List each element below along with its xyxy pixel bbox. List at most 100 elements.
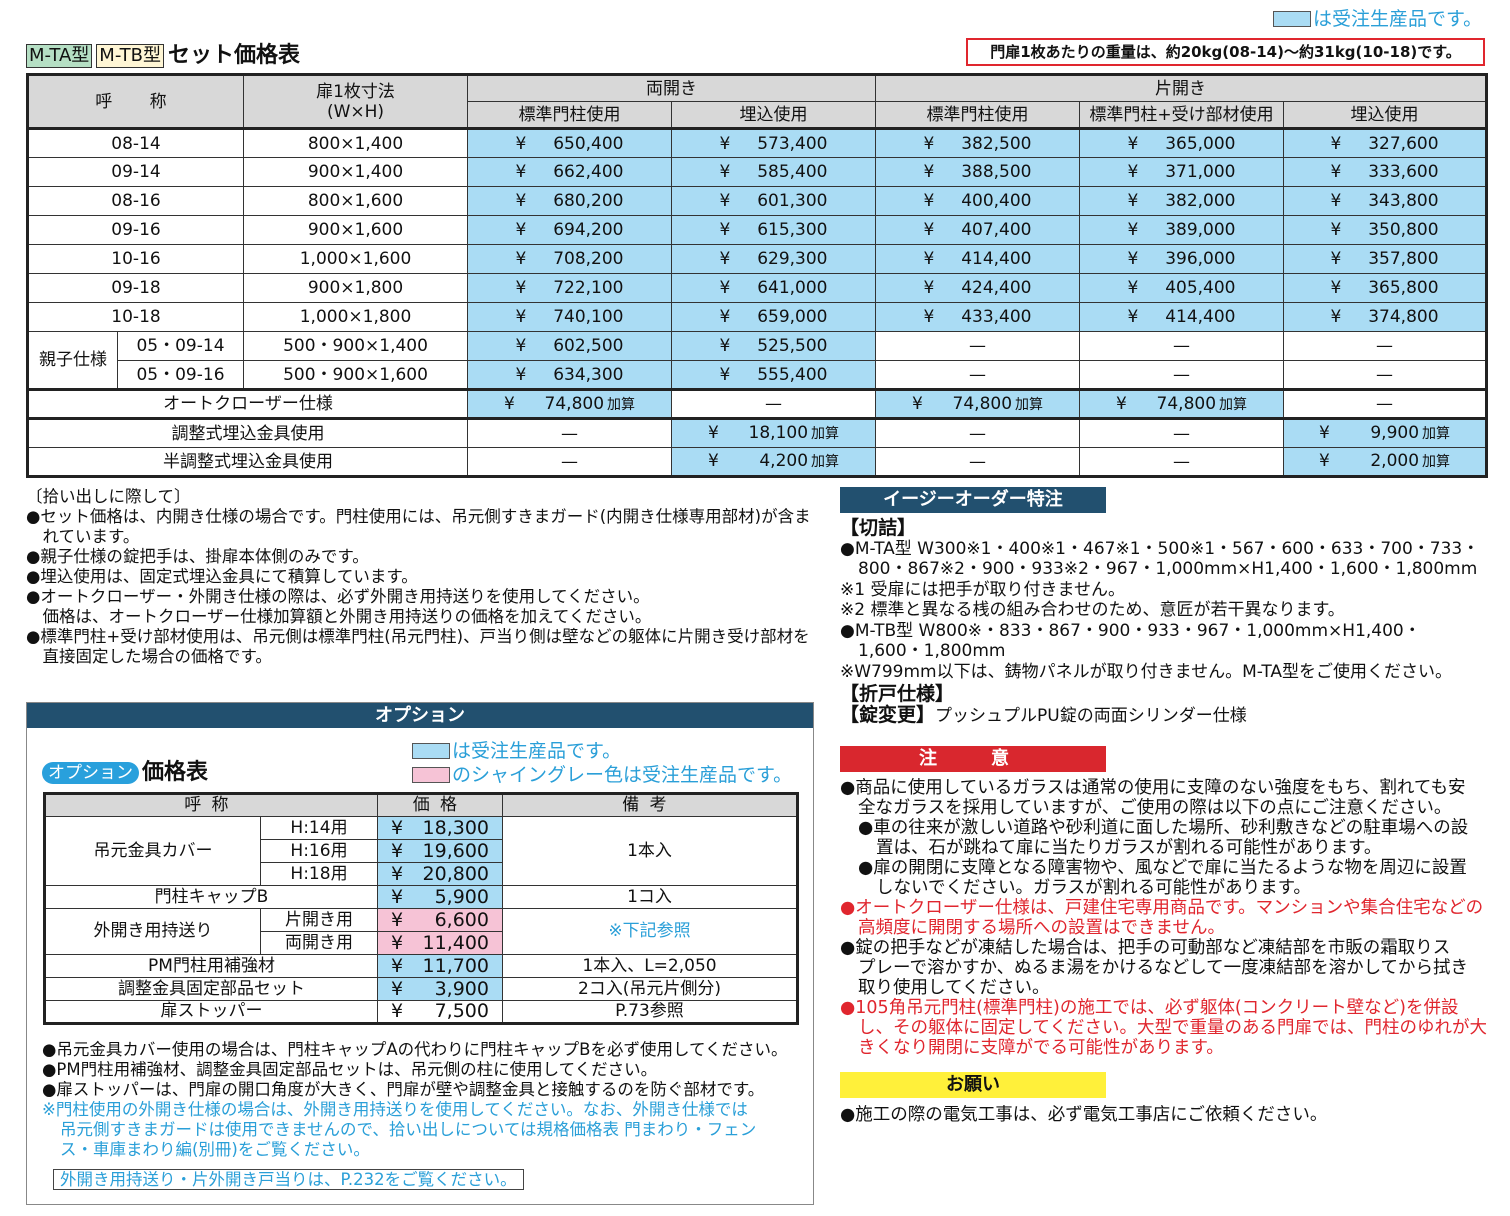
- price-value: 382,000: [1165, 191, 1236, 211]
- caution-line: ●扉の開閉に支障となる障害物や、風などで扉に当たるような物を周辺に設置: [858, 858, 1467, 878]
- price-value: 74,800: [544, 393, 605, 414]
- set-title: M-TA型 M-TB型 セット価格表: [26, 44, 300, 68]
- price-value: 374,800: [1368, 307, 1439, 327]
- price-cell: ¥374,800: [1283, 302, 1488, 332]
- item-name: 扉ストッパー: [44, 1000, 378, 1024]
- option-price-table: 呼称 価格 備考 吊元金具カバー H:14用 ¥18,300 1本入 H:16用 ¥19,6…: [43, 792, 799, 1025]
- option-spec-label: 調整式埋込金具使用: [26, 418, 469, 448]
- option-notes: ●吊元金具カバー使用の場合は、門柱キャップAの代わりに門柱キャップBを必ず使用し…: [42, 1040, 788, 1160]
- add-label: 加算: [1422, 426, 1451, 442]
- yen-sign: ¥: [1330, 220, 1342, 240]
- door-size: 500・900×1,400: [243, 331, 469, 361]
- caution-line-red: きくなり開閉に支障がでる可能性があります。: [858, 1038, 1224, 1058]
- add-label: 加算: [607, 396, 636, 413]
- col-name: 呼称: [44, 793, 378, 817]
- model-name: 10-16: [26, 244, 245, 274]
- yen-sign: ¥: [719, 191, 731, 211]
- request-header: お願い: [840, 1072, 1106, 1098]
- table-row: 10-16 1,000×1,600 ¥708,200 ¥629,300 ¥414,400…: [26, 244, 1488, 274]
- option-blue-note: ス・車庫まわり編(別冊)をご覧ください。: [60, 1140, 370, 1159]
- table-row: 外開き用持送り 片開き用 ¥6,600 ※下記参照: [44, 908, 798, 955]
- price-value: 343,800: [1368, 191, 1439, 211]
- price-value: 382,500: [961, 133, 1032, 154]
- header-col: 埋込使用: [1283, 101, 1488, 129]
- option-header: オプション: [27, 703, 813, 728]
- caution-line: ●錠の把手などが凍結した場合は、把手の可動部など凍結部を市販の霜取りス: [840, 938, 1451, 958]
- table-row: オートクローザー仕様 ¥74,800 加算 — ¥74,800 加算 ¥74,800 加算 —: [26, 389, 1488, 419]
- dash-cell: —: [1283, 360, 1488, 390]
- price-cell: ¥382,500: [875, 128, 1081, 158]
- price-cell: ¥333,600: [1283, 157, 1488, 187]
- caution-line: ●商品に使用しているガラスは通常の使用に支障のない強度をもち、割れても安: [840, 778, 1466, 798]
- table-row: 扉ストッパー ¥7,500 P.73参照: [44, 1000, 798, 1024]
- header-col: 標準門柱+受け部材使用: [1079, 101, 1285, 129]
- yen-sign: ¥: [719, 364, 731, 385]
- dash-cell: —: [1283, 331, 1488, 361]
- yen-sign: ¥: [719, 249, 731, 269]
- price-cell: ¥350,800: [1283, 215, 1488, 245]
- price-cell: ¥680,200: [467, 186, 673, 216]
- add-label: 加算: [1219, 396, 1248, 413]
- table-row: 門柱キャップB ¥5,900 1コ入: [44, 885, 798, 909]
- sub-name: H:14用: [260, 816, 378, 840]
- table-row: 05・09-16 500・900×1,600 ¥634,300 ¥555,400— — —: [28, 360, 1488, 390]
- yen-sign: ¥: [1330, 307, 1342, 327]
- dash-cell: —: [875, 360, 1081, 390]
- header-col: 標準門柱使用: [467, 101, 673, 129]
- badge-mtb: M-TB型: [96, 44, 165, 68]
- legend-text: のシャイングレー色は受注生産品です。: [452, 764, 793, 786]
- caution-line: 置は、石が跳ねて扉に当たりガラスが割れる可能性があります。: [876, 838, 1382, 858]
- note-item: ●埋込使用は、固定式埋込金具にて積算しています。: [26, 567, 418, 586]
- ta-line: ●M-TA型 W300※1・400※1・467※1・500※1・567・600・…: [840, 538, 1480, 559]
- yen-sign: ¥: [719, 162, 731, 182]
- notes-heading: 〔拾い出しに際して〕: [26, 487, 191, 506]
- price-cell: ¥602,500: [467, 331, 673, 361]
- price-cell: ¥414,400: [1079, 302, 1285, 332]
- yen-sign: ¥: [515, 249, 527, 269]
- price-cell: ¥7,500: [377, 1000, 503, 1024]
- dash-cell: —: [1283, 389, 1488, 419]
- caution-line-red: 高頻度に開閉する場所への設置はできません。: [858, 918, 1225, 938]
- price-value: 414,400: [961, 249, 1032, 269]
- remark-see-below: ※下記参照: [502, 908, 798, 955]
- price-cell: ¥9,900 加算: [1283, 418, 1488, 448]
- yen-sign: ¥: [1330, 191, 1342, 211]
- caution-line: しないでください。ガラスが割れる可能性があります。: [876, 878, 1311, 898]
- price-value: 74,800: [952, 393, 1013, 414]
- price-cell: ¥327,600: [1283, 128, 1488, 158]
- yen-sign: ¥: [923, 133, 935, 154]
- yen-sign: ¥: [504, 393, 515, 414]
- price-value: 333,600: [1368, 162, 1439, 182]
- header-size: 扉1枚寸法 (W×H): [243, 74, 469, 129]
- p232-link[interactable]: 外開き用持送り・片外開き戸当りは、P.232をご覧ください。: [53, 1169, 524, 1190]
- header-col: 埋込使用: [671, 101, 877, 129]
- yen-sign: ¥: [708, 451, 719, 471]
- price-value: 659,000: [757, 307, 828, 327]
- price-value: 740,100: [553, 307, 624, 327]
- caution-line-red: ●105角吊元門柱(標準門柱)の施工では、必ず躯体(コンクリート壁など)を併設: [840, 998, 1459, 1018]
- page-title: セット価格表: [168, 43, 301, 68]
- top-legend: は受注生産品です。: [1273, 8, 1482, 30]
- blue-swatch: [412, 743, 450, 759]
- price-value: 722,100: [553, 278, 624, 298]
- caution-line-red: し、その躯体に固定してください。大型で重量のある門扉では、門柱のゆれが大: [858, 1018, 1487, 1038]
- yen-sign: ¥: [515, 191, 527, 211]
- model-name: 10-18: [26, 302, 245, 332]
- price-value: 650,400: [553, 133, 624, 154]
- badge-mta: M-TA型: [26, 44, 93, 68]
- add-label: 加算: [811, 426, 840, 442]
- yen-sign: ¥: [719, 133, 731, 154]
- yen-sign: ¥: [515, 162, 527, 182]
- model-name: 09-16: [26, 215, 245, 245]
- header-row: 呼 称扉1枚寸法 (W×H) 両開き 片開き: [26, 74, 1488, 129]
- price-cell: ¥694,200: [467, 215, 673, 245]
- door-size: 900×1,400: [243, 157, 469, 187]
- caution-body: ●商品に使用しているガラスは通常の使用に支障のない強度をもち、割れても安 全なガ…: [840, 778, 1487, 1058]
- price-cell: ¥382,000: [1079, 186, 1285, 216]
- price-cell: ¥708,200: [467, 244, 673, 274]
- note-item: ●親子仕様の錠把手は、掛扉本体側のみです。: [26, 547, 369, 566]
- price-value: 396,000: [1165, 249, 1236, 269]
- sub-name: 片開き用: [260, 908, 378, 932]
- notes-left: 〔拾い出しに際して〕 ●セット価格は、内開き仕様の場合です。門柱使用には、吊元側す…: [26, 487, 821, 667]
- price-cell: ¥18,100 加算: [671, 418, 877, 448]
